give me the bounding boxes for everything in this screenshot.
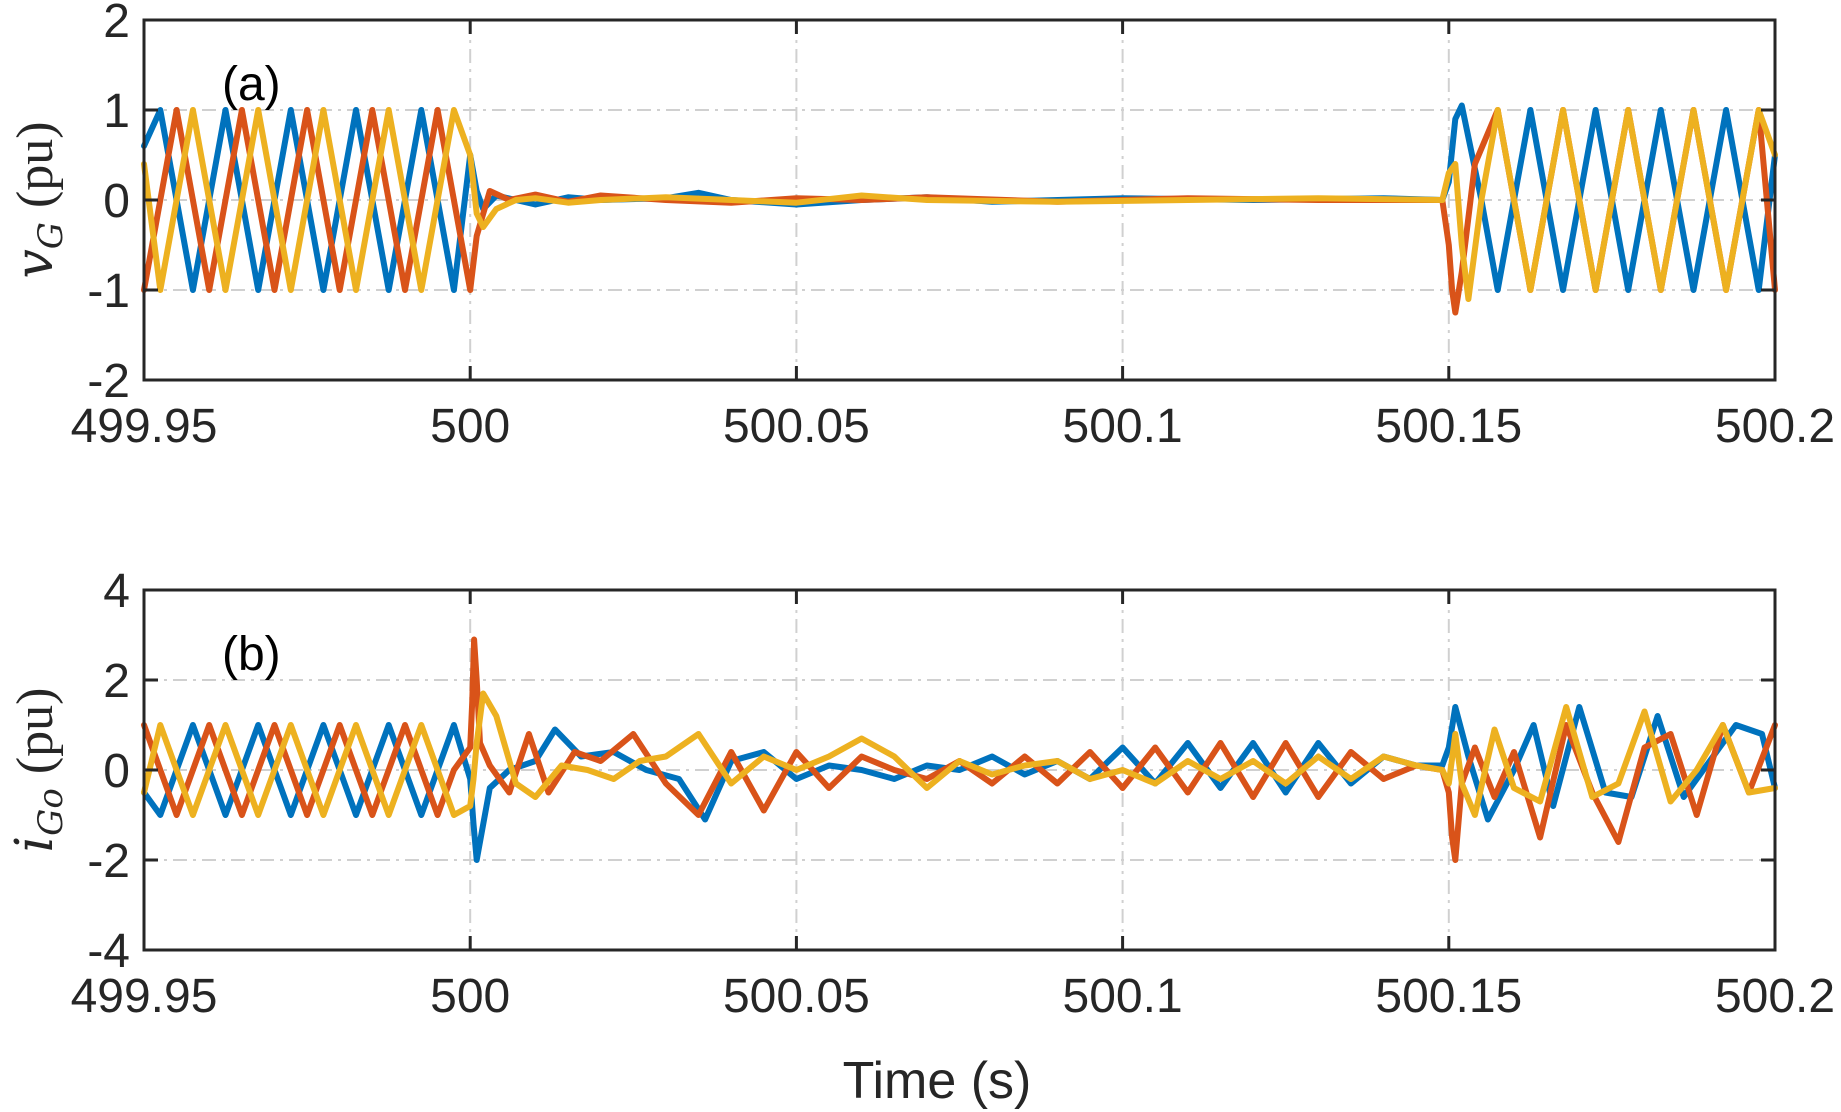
panel-a: 499.95 500 500.05 500.1 500.15 500.2 -2 -1 0 1 2 (a… bbox=[5, 0, 1835, 453]
x-tick-label: 500.2 bbox=[1715, 400, 1835, 453]
y-tick-label: -2 bbox=[87, 355, 130, 408]
x-tick-label: 500.05 bbox=[723, 400, 870, 453]
x-tick-label: 499.95 bbox=[71, 970, 218, 1023]
panel-label: (b) bbox=[222, 628, 281, 681]
x-tick-label: 500.15 bbox=[1375, 400, 1522, 453]
x-tick-label: 499.95 bbox=[71, 400, 218, 453]
y-tick-label: 0 bbox=[103, 745, 130, 798]
y-axis-label-symbol: i bbox=[5, 836, 65, 853]
y-axis-label-subscript: G bbox=[31, 222, 71, 249]
y-tick-label: 4 bbox=[103, 565, 130, 618]
x-tick-label: 500.1 bbox=[1063, 400, 1183, 453]
y-tick-label: -4 bbox=[87, 925, 130, 978]
y-axis-label-unit: (pu) bbox=[7, 121, 64, 208]
x-tick-label: 500.2 bbox=[1715, 970, 1835, 1023]
y-axis-label: vG (pu) bbox=[5, 121, 71, 278]
y-tick-label: 0 bbox=[103, 175, 130, 228]
x-tick-label: 500.05 bbox=[723, 970, 870, 1023]
y-tick-label: 2 bbox=[103, 655, 130, 708]
y-axis-label-subscript: Go bbox=[31, 788, 71, 836]
x-tick-label: 500.15 bbox=[1375, 970, 1522, 1023]
x-tick-label: 500.1 bbox=[1063, 970, 1183, 1023]
panel-label: (a) bbox=[222, 58, 281, 111]
series-line-1 bbox=[141, 704, 1778, 863]
x-axis-label: Time (s) bbox=[843, 1052, 1032, 1110]
y-axis-label-symbol: v bbox=[5, 249, 65, 278]
y-axis-label-unit: (pu) bbox=[7, 688, 64, 775]
series-line-3 bbox=[141, 690, 1778, 818]
panel-b: 499.95 500 500.05 500.1 500.15 500.2 -4 -2 0 2 4 (b… bbox=[5, 565, 1835, 1023]
y-tick-label: 2 bbox=[103, 0, 130, 48]
x-tick-label: 500 bbox=[430, 400, 510, 453]
series-line-2 bbox=[141, 636, 1778, 863]
y-axis-label: iGo (pu) bbox=[5, 688, 71, 853]
y-tick-label: -2 bbox=[87, 835, 130, 888]
x-tick-label: 500 bbox=[430, 970, 510, 1023]
series-line-3 bbox=[141, 107, 1778, 302]
y-tick-label: -1 bbox=[87, 265, 130, 318]
y-tick-label: 1 bbox=[103, 85, 130, 138]
